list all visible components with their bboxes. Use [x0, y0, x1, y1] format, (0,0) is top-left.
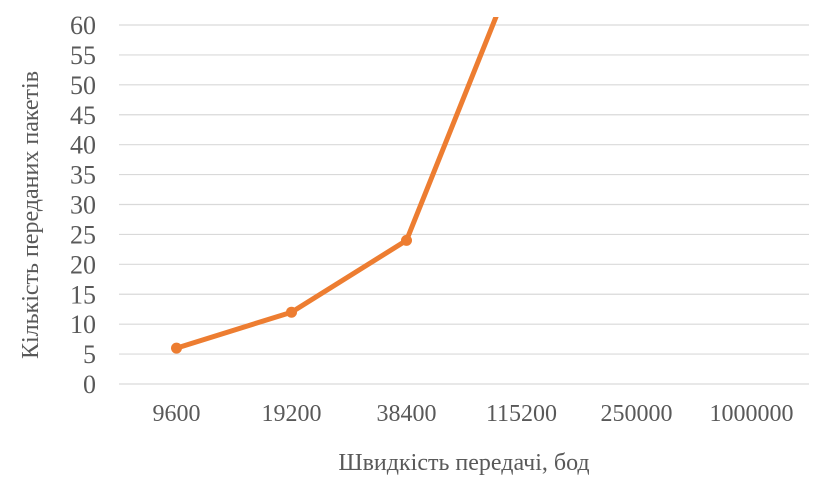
x-tick-label: 250000 — [601, 401, 673, 427]
y-tick-label: 20 — [70, 250, 96, 279]
y-tick-label: 50 — [70, 71, 96, 100]
gridlines — [119, 24, 809, 385]
y-tick-label: 0 — [83, 370, 96, 399]
y-tick-label: 25 — [70, 220, 96, 249]
y-tick-label: 10 — [70, 310, 96, 339]
data-point-marker — [401, 234, 412, 246]
y-axis-title: Кількість переданих пакетів — [18, 71, 44, 359]
y-tick-label: 35 — [70, 161, 96, 190]
x-tick-label: 115200 — [486, 401, 557, 427]
x-tick-label: 38400 — [377, 401, 437, 427]
y-tick-label: 60 — [70, 11, 96, 40]
x-axis-tick-labels: 9600 19200 38400 115200 250000 1000000 — [153, 401, 794, 427]
y-tick-label: 5 — [83, 340, 96, 369]
series-layer — [171, 17, 499, 354]
x-tick-label: 9600 — [153, 401, 201, 427]
y-tick-label: 55 — [70, 41, 96, 70]
y-tick-label: 45 — [70, 101, 96, 130]
x-tick-label: 19200 — [262, 401, 322, 427]
data-point-marker — [286, 306, 297, 318]
series-line — [175, 17, 499, 351]
x-axis-title: Швидкість передачі, бод — [338, 450, 589, 476]
x-tick-label: 1000000 — [710, 401, 794, 427]
y-tick-label: 40 — [70, 131, 96, 160]
data-point-marker — [171, 342, 182, 354]
y-tick-label: 30 — [70, 191, 96, 220]
y-tick-label: 15 — [70, 280, 96, 309]
